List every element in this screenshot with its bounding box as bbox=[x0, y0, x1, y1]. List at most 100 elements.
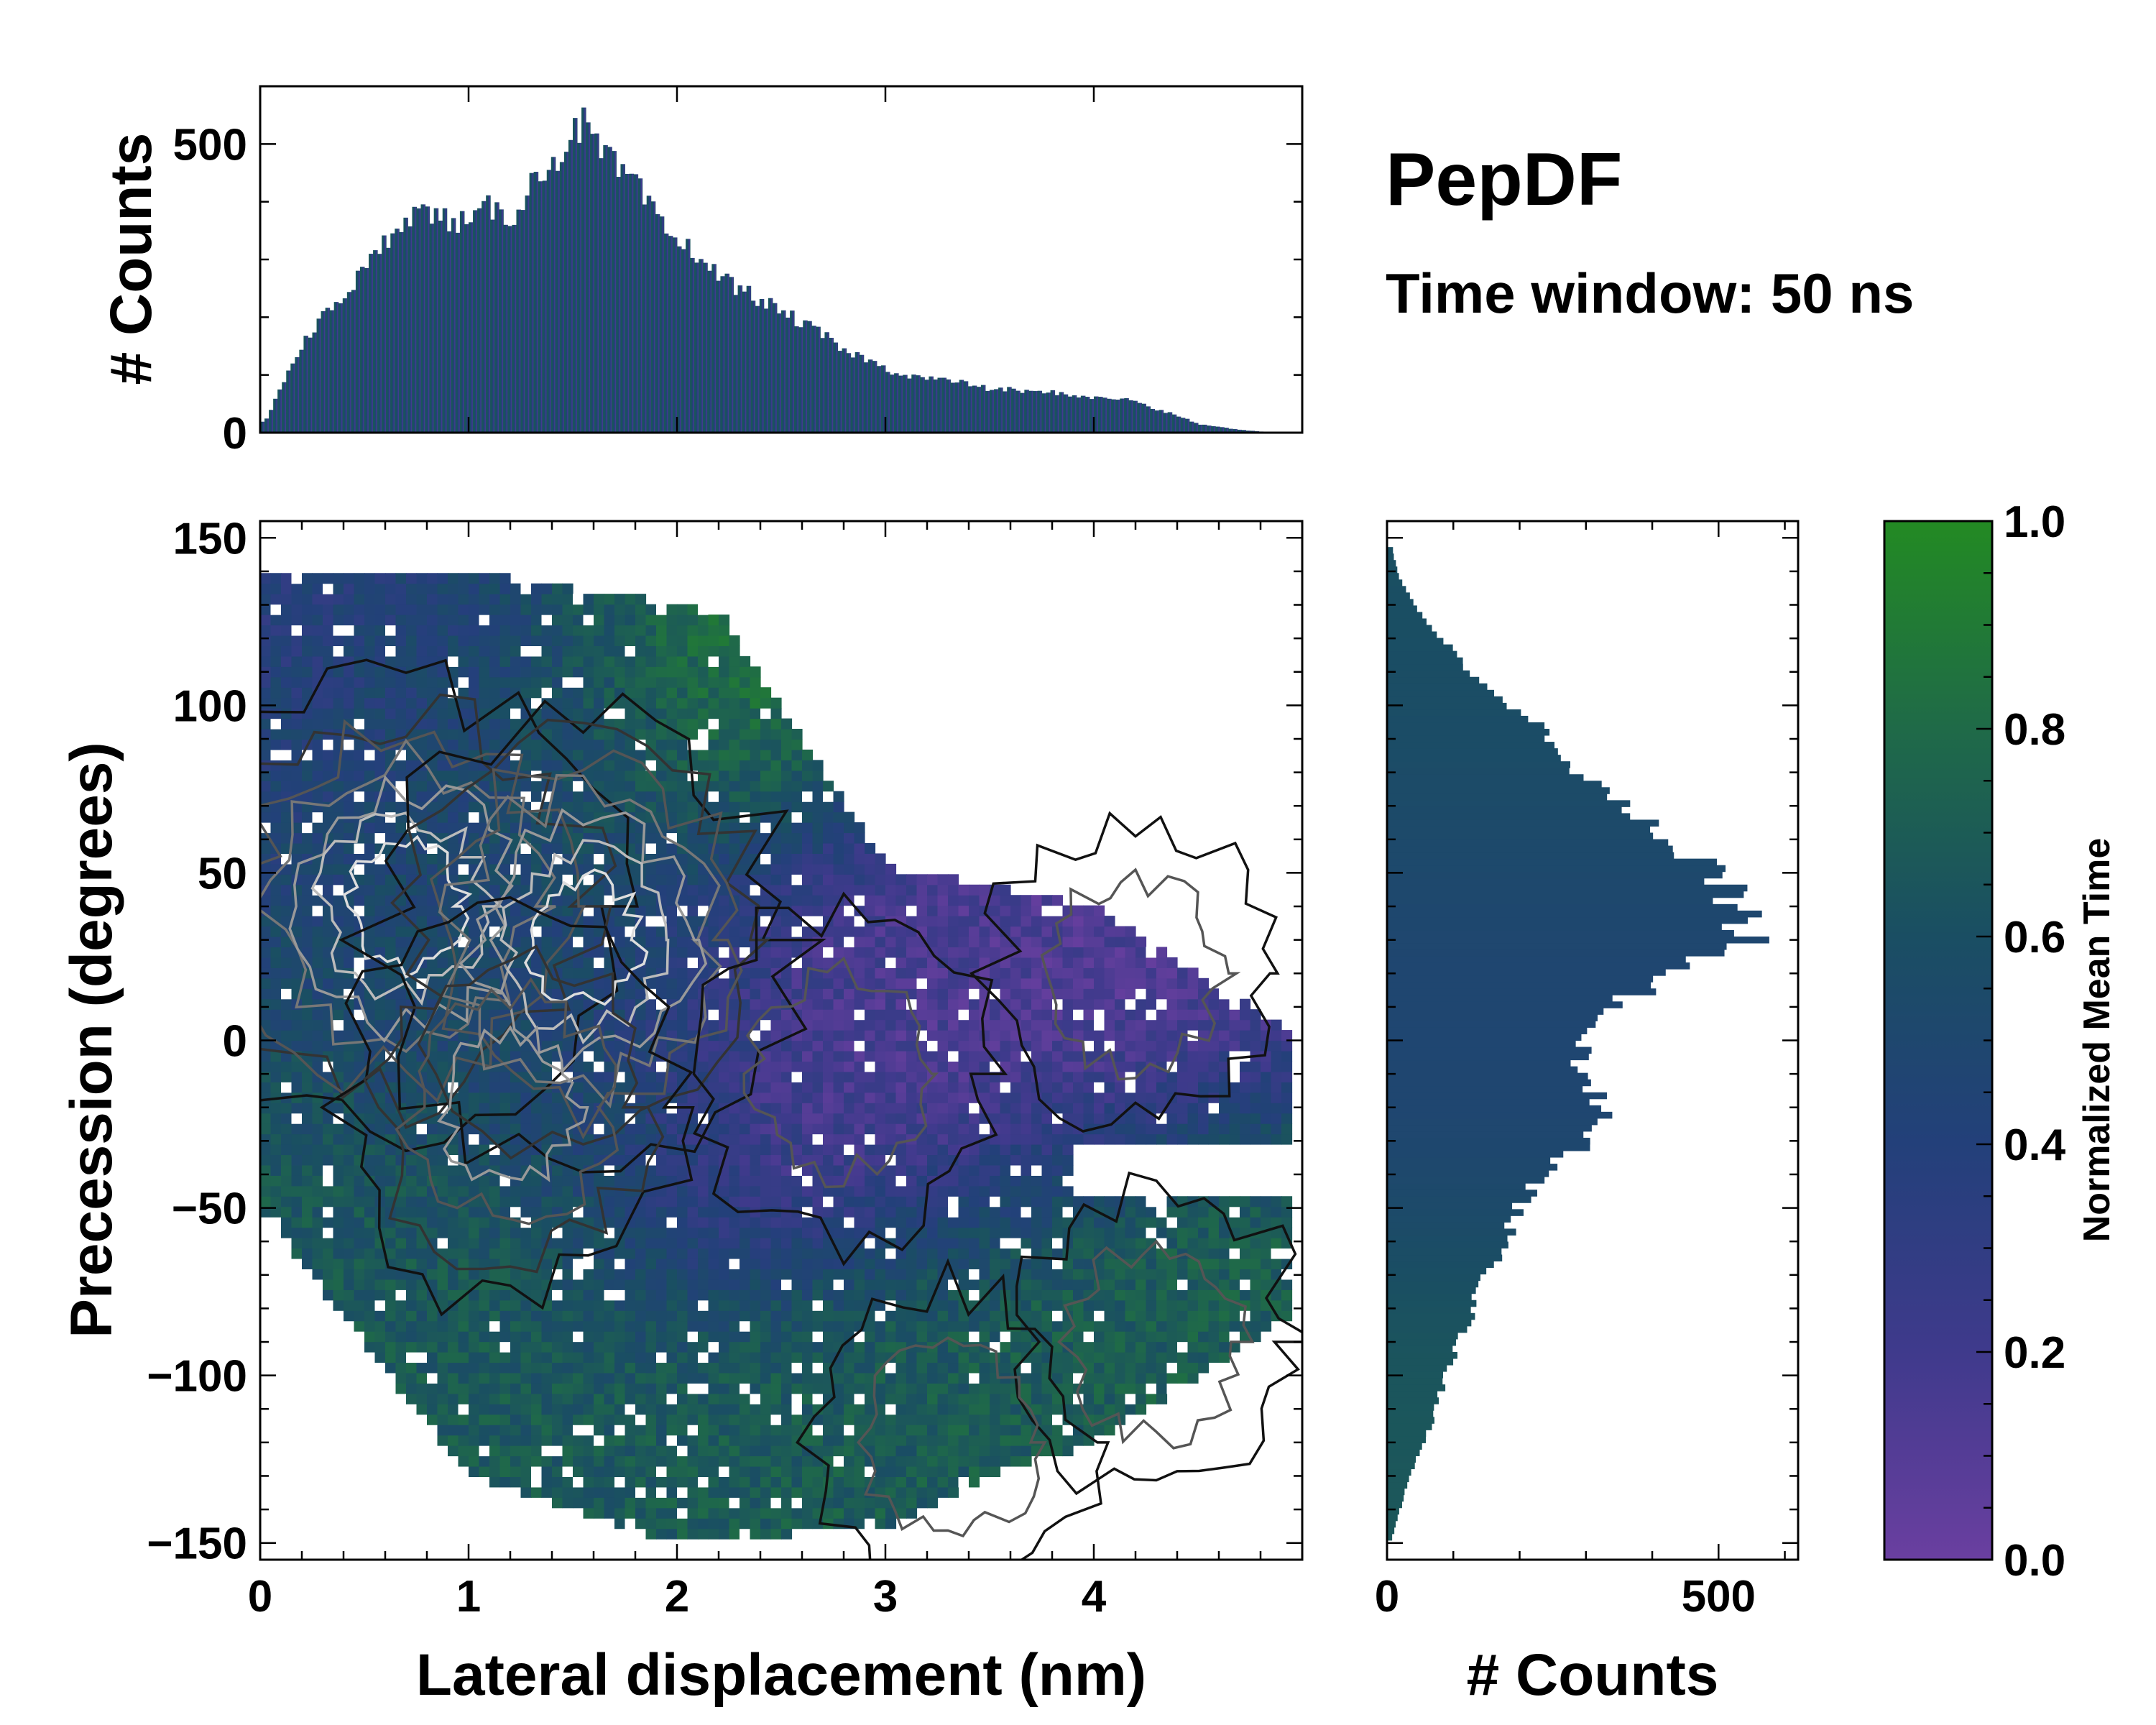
heatmap-cell bbox=[677, 1279, 688, 1290]
top-histogram-bar bbox=[1133, 400, 1138, 433]
heatmap-cell bbox=[479, 1310, 490, 1322]
heatmap-cell bbox=[385, 676, 397, 688]
heatmap-cell bbox=[791, 1103, 803, 1114]
heatmap-cell bbox=[270, 937, 282, 948]
heatmap-cell bbox=[625, 760, 636, 771]
heatmap-cell bbox=[385, 1061, 397, 1072]
heatmap-cell bbox=[802, 1497, 814, 1509]
heatmap-cell bbox=[604, 687, 615, 699]
heatmap-cell bbox=[395, 1362, 407, 1374]
heatmap-cell bbox=[656, 1164, 668, 1176]
heatmap-cell bbox=[594, 1486, 605, 1498]
heatmap-cell bbox=[281, 1164, 292, 1176]
heatmap-cell bbox=[791, 1082, 803, 1093]
heatmap-cell bbox=[416, 1175, 428, 1187]
heatmap-cell bbox=[437, 770, 448, 781]
top-histogram-bar bbox=[933, 380, 938, 433]
heatmap-cell bbox=[844, 1133, 855, 1145]
top-histogram-bar bbox=[694, 262, 699, 433]
heatmap-cell bbox=[333, 1030, 344, 1041]
heatmap-cell bbox=[645, 895, 657, 906]
heatmap-cell bbox=[302, 791, 313, 802]
heatmap-cell bbox=[635, 645, 647, 657]
heatmap-cell bbox=[698, 615, 709, 626]
top-histogram-bar bbox=[946, 379, 952, 433]
heatmap-cell bbox=[791, 781, 803, 792]
heatmap-cell bbox=[833, 1383, 844, 1394]
heatmap-cell bbox=[448, 656, 459, 667]
top-histogram-bar bbox=[972, 385, 977, 433]
heatmap-cell bbox=[291, 1154, 303, 1166]
heatmap-cell bbox=[812, 1113, 824, 1124]
heatmap-cell bbox=[687, 1206, 699, 1218]
heatmap-cell bbox=[312, 1144, 323, 1156]
heatmap-cell bbox=[656, 687, 668, 699]
heatmap-cell bbox=[354, 801, 365, 813]
heatmap-cell bbox=[499, 1092, 511, 1103]
heatmap-cell bbox=[479, 635, 490, 646]
heatmap-cell bbox=[312, 916, 323, 927]
heatmap-cell bbox=[740, 1030, 751, 1041]
heatmap-cell bbox=[573, 1289, 584, 1301]
heatmap-cell bbox=[323, 978, 334, 989]
heatmap-cell bbox=[833, 1082, 844, 1093]
heatmap-cell bbox=[687, 1425, 699, 1436]
heatmap-cell bbox=[594, 615, 605, 626]
heatmap-cell bbox=[323, 749, 334, 760]
heatmap-cell bbox=[531, 615, 543, 626]
heatmap-cell bbox=[395, 1258, 407, 1269]
top-histogram-bar bbox=[312, 332, 318, 433]
heatmap-cell bbox=[364, 729, 376, 740]
heatmap-cell bbox=[510, 905, 522, 916]
heatmap-cell bbox=[270, 1123, 282, 1135]
heatmap-cell bbox=[770, 957, 782, 968]
heatmap-cell bbox=[573, 1476, 584, 1488]
heatmap-cell bbox=[552, 842, 563, 854]
heatmap-cell bbox=[729, 926, 740, 937]
heatmap-cell bbox=[750, 1341, 761, 1353]
heatmap-cell bbox=[844, 1206, 855, 1218]
heatmap-cell bbox=[677, 687, 688, 699]
heatmap-cell bbox=[448, 1425, 459, 1436]
heatmap-cell bbox=[770, 863, 782, 875]
heatmap-cell bbox=[270, 832, 282, 844]
heatmap-cell bbox=[594, 604, 605, 615]
heatmap-cell bbox=[802, 1320, 814, 1332]
heatmap-cell bbox=[344, 1196, 355, 1208]
heatmap-cell bbox=[291, 1113, 303, 1124]
heatmap-cell bbox=[281, 1071, 292, 1082]
heatmap-cell bbox=[562, 905, 573, 916]
heatmap-cell bbox=[719, 1486, 730, 1498]
heatmap-cell bbox=[854, 874, 865, 886]
heatmap-cell bbox=[625, 1435, 636, 1446]
heatmap-cell bbox=[719, 1507, 730, 1519]
heatmap-cell bbox=[635, 1133, 647, 1145]
heatmap-cell bbox=[625, 988, 636, 1000]
heatmap-cell bbox=[312, 1123, 323, 1135]
heatmap-cell bbox=[448, 1217, 459, 1228]
heatmap-cell bbox=[656, 676, 668, 688]
heatmap-cell bbox=[364, 1300, 376, 1311]
heatmap-cell bbox=[406, 781, 418, 792]
heatmap-cell bbox=[333, 1050, 344, 1062]
heatmap-cell bbox=[781, 1238, 793, 1249]
heatmap-cell bbox=[802, 822, 814, 834]
heatmap-cell bbox=[687, 1279, 699, 1290]
heatmap-cell bbox=[406, 1248, 418, 1259]
heatmap-cell bbox=[499, 1248, 511, 1259]
heatmap-cell bbox=[364, 822, 376, 834]
heatmap-cell bbox=[750, 1289, 761, 1301]
heatmap-cell bbox=[364, 1289, 376, 1301]
heatmap-cell bbox=[760, 1082, 772, 1093]
heatmap-cell bbox=[687, 1435, 699, 1446]
heatmap-cell bbox=[750, 842, 761, 854]
heatmap-cell bbox=[854, 1217, 865, 1228]
heatmap-cell bbox=[281, 1154, 292, 1166]
heatmap-cell bbox=[354, 718, 365, 730]
heatmap-cell bbox=[531, 687, 543, 699]
heatmap-cell bbox=[552, 1092, 563, 1103]
heatmap-cell bbox=[698, 1310, 709, 1322]
top-histogram-bar bbox=[563, 152, 569, 433]
heatmap-cell bbox=[291, 1206, 303, 1218]
heatmap-cell bbox=[583, 1362, 594, 1374]
